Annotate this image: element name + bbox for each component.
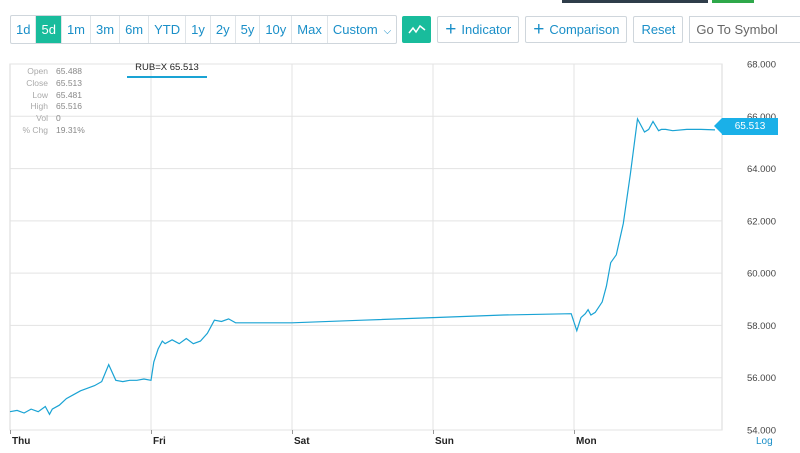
- range-button[interactable]: 6m: [120, 16, 150, 43]
- range-button[interactable]: 1m: [62, 16, 91, 43]
- chart-type-button[interactable]: [402, 16, 432, 43]
- indicator-button[interactable]: + Indicator: [437, 16, 520, 43]
- plus-icon: +: [533, 19, 545, 40]
- ohlc-value: 19.31%: [56, 124, 85, 135]
- ohlc-row: Vol 0: [12, 113, 85, 125]
- ohlc-label: Open: [27, 66, 48, 76]
- y-tick-label: 54.000: [747, 426, 776, 437]
- comparison-button[interactable]: + Comparison: [525, 16, 628, 43]
- ohlc-row: % Chg 19.31%: [12, 124, 85, 137]
- x-tick-label: Fri: [153, 436, 166, 447]
- y-tick-label: 68.000: [747, 60, 776, 71]
- range-button[interactable]: Max: [292, 16, 328, 43]
- goto-symbol-input[interactable]: [689, 16, 800, 43]
- plot-frame: [9, 63, 723, 431]
- top-accent-bar-green: [712, 0, 754, 3]
- ohlc-row: Low 65.481: [12, 90, 85, 102]
- reset-button[interactable]: Reset: [633, 16, 684, 43]
- custom-range-label: Custom: [332, 22, 378, 37]
- range-button[interactable]: 10y: [260, 16, 293, 43]
- range-button[interactable]: 3m: [91, 16, 121, 43]
- ohlc-row: Close 65.513: [12, 78, 85, 90]
- y-tick-label: 64.000: [747, 164, 776, 175]
- ohlc-label: Close: [26, 77, 48, 88]
- ohlc-label: Vol: [36, 113, 48, 124]
- range-button[interactable]: 5y: [236, 16, 261, 43]
- ohlc-value: 65.481: [56, 89, 82, 100]
- ohlc-label: High: [30, 101, 48, 112]
- y-tick-label: 58.000: [747, 321, 776, 332]
- x-tick-label: Thu: [12, 436, 30, 447]
- series-line: [9, 116, 716, 416]
- range-button[interactable]: 2y: [211, 16, 236, 43]
- legend-line: [127, 76, 207, 78]
- y-tick-label: 60.000: [747, 269, 776, 280]
- range-button[interactable]: 1d: [11, 16, 37, 43]
- top-accent-bar: [562, 0, 708, 3]
- range-selector: 1d 5d 1m 3m 6m YTD 1y 2y 5y 10y Max Custom ⌵: [10, 15, 398, 44]
- ohlc-value: 0: [56, 113, 61, 124]
- ohlc-label: % Chg: [22, 124, 48, 135]
- ohlc-value: 65.513: [56, 77, 82, 88]
- series-legend: RUB=X 65.513: [127, 62, 207, 78]
- y-tick-label: 62.000: [747, 216, 776, 227]
- y-tick-label: 56.000: [747, 373, 776, 384]
- x-tick-label: Sun: [435, 436, 454, 447]
- range-button[interactable]: 1y: [186, 16, 211, 43]
- ohlc-label: Low: [32, 89, 48, 100]
- chart-toolbar: 1d 5d 1m 3m 6m YTD 1y 2y 5y 10y Max Custom ⌵ + Indic…: [10, 15, 800, 44]
- ohlc-row: High 65.516: [12, 101, 85, 113]
- x-tick-label: Mon: [576, 436, 597, 447]
- plus-icon: +: [445, 19, 457, 40]
- custom-range-button[interactable]: Custom ⌵: [328, 16, 396, 43]
- legend-label: RUB=X 65.513: [135, 62, 199, 73]
- range-button[interactable]: YTD: [149, 16, 187, 43]
- y-tick-label: 66.000: [747, 112, 776, 123]
- indicator-label: Indicator: [461, 22, 512, 37]
- last-price-tag: 65.513: [714, 118, 778, 135]
- chevron-down-icon: ⌵: [383, 26, 392, 37]
- ohlc-value: 65.516: [56, 101, 82, 112]
- log-scale-toggle[interactable]: Log: [756, 436, 773, 447]
- range-button[interactable]: 5d: [36, 16, 62, 43]
- ohlc-panel: Open 65.488 Close 65.513 Low 65.481 High 65.516…: [12, 66, 85, 137]
- goto-symbol: [689, 16, 800, 43]
- ohlc-row: Open 65.488: [12, 66, 85, 78]
- line-chart-icon: [408, 24, 426, 33]
- ohlc-value: 65.488: [56, 66, 82, 76]
- x-tick-label: Sat: [294, 436, 310, 447]
- comparison-label: Comparison: [549, 22, 620, 37]
